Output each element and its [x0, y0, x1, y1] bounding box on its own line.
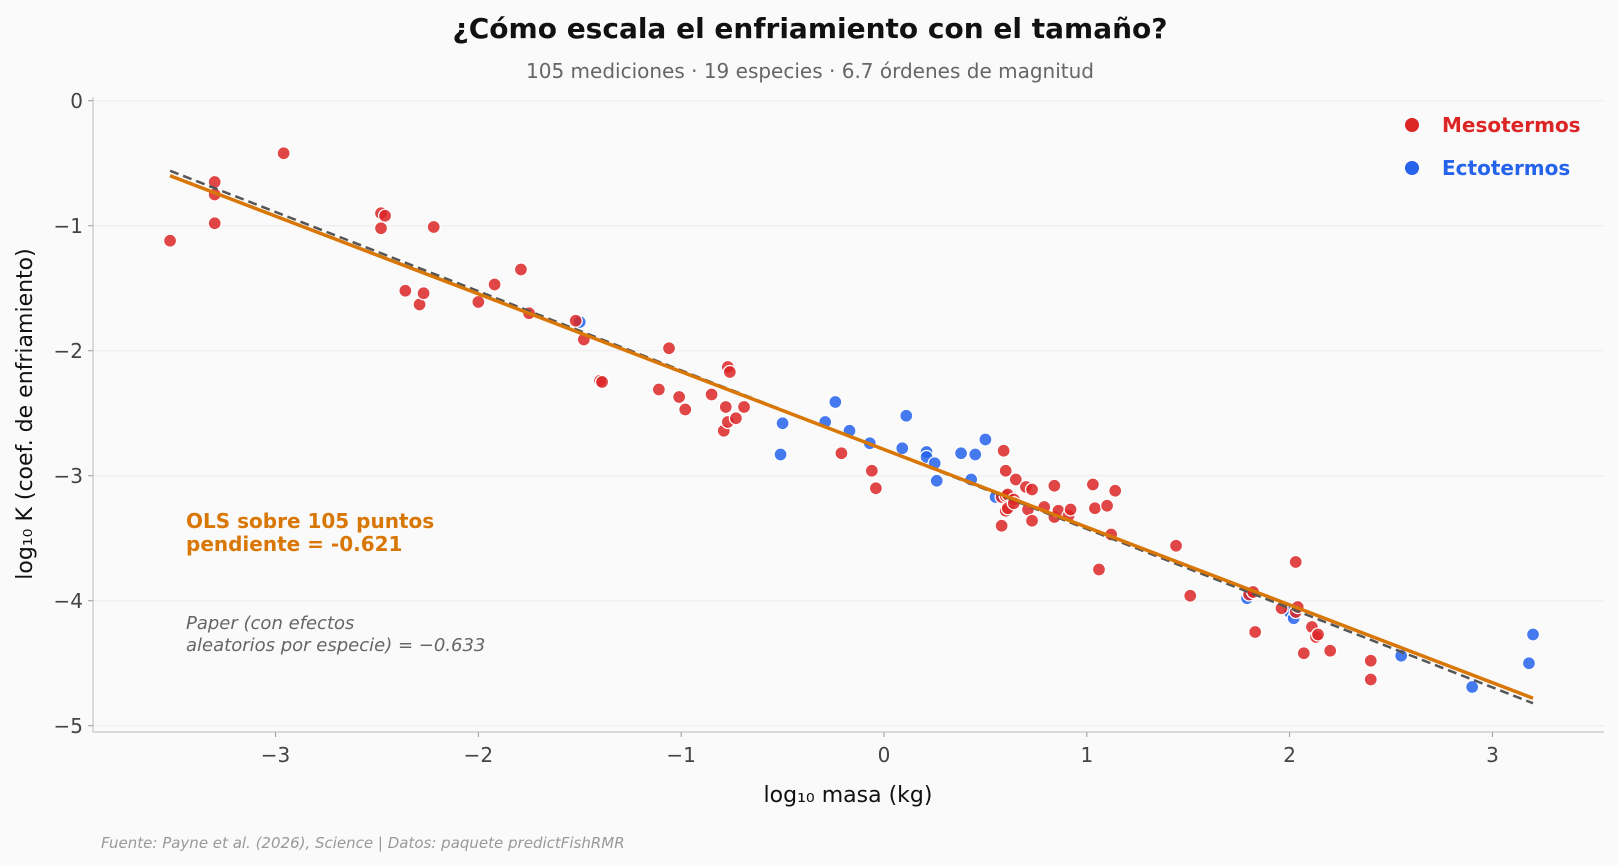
point-mesotermos — [1363, 653, 1378, 668]
point-mesotermos — [671, 389, 687, 405]
ols-annotation-line1: OLS sobre 105 puntos — [186, 509, 434, 533]
legend-meso-marker — [1405, 118, 1419, 132]
point-mesotermos — [1047, 478, 1062, 493]
point-mesotermos — [373, 221, 389, 236]
point-mesotermos — [1288, 554, 1303, 570]
paper-annotation-line1: Paper (con efectos — [186, 613, 354, 634]
point-mesotermos — [1310, 627, 1326, 642]
point-mesotermos — [426, 219, 441, 235]
point-mesotermos — [568, 313, 583, 328]
scatter-points — [162, 146, 1541, 695]
point-mesotermos — [678, 402, 693, 417]
point-mesotermos — [594, 374, 610, 390]
point-mesotermos — [718, 399, 733, 415]
ols-annotation-line2: pendiente = -0.621 — [186, 532, 402, 556]
x-tick-label: 0 — [878, 743, 891, 767]
point-ectotermos — [895, 441, 910, 456]
gridlines — [93, 100, 1604, 727]
point-mesotermos — [722, 364, 738, 380]
point-mesotermos — [1024, 482, 1040, 497]
point-mesotermos — [998, 463, 1013, 478]
y-tick-label: −2 — [54, 339, 83, 363]
y-tick-label: −4 — [54, 589, 83, 613]
x-tick-label: −1 — [666, 743, 695, 767]
point-ectotermos — [775, 416, 790, 431]
point-mesotermos — [1087, 501, 1103, 516]
point-ectotermos — [978, 432, 993, 447]
chart-subtitle: 105 mediciones · 19 especies · 6.7 órden… — [526, 59, 1094, 83]
legend-meso-label: Mesotermos — [1442, 113, 1581, 137]
point-ectotermos — [828, 394, 843, 410]
point-ectotermos — [1465, 679, 1480, 695]
point-mesotermos — [398, 283, 413, 298]
point-mesotermos — [728, 411, 744, 426]
point-mesotermos — [1099, 498, 1115, 513]
legend-ecto-marker — [1405, 161, 1419, 175]
point-mesotermos — [996, 443, 1011, 458]
point-mesotermos — [416, 286, 431, 301]
point-mesotermos — [1168, 538, 1184, 553]
fit-line-ols — [169, 174, 1534, 700]
point-mesotermos — [704, 387, 719, 402]
point-mesotermos — [1063, 502, 1078, 517]
point-mesotermos — [1091, 562, 1107, 577]
y-ticks: 0 −1 −2 −3 −4 −5 — [54, 89, 93, 738]
point-mesotermos — [1183, 588, 1198, 603]
y-tick-label: −3 — [54, 464, 83, 488]
point-mesotermos — [1363, 672, 1378, 687]
point-mesotermos — [736, 399, 752, 415]
point-mesotermos — [994, 518, 1009, 533]
y-tick-label: 0 — [70, 89, 83, 113]
point-mesotermos — [276, 146, 291, 161]
point-mesotermos — [162, 233, 178, 248]
point-ectotermos — [773, 447, 788, 462]
point-mesotermos — [1296, 646, 1311, 661]
point-mesotermos — [1323, 643, 1338, 658]
point-mesotermos — [1108, 483, 1123, 498]
fit-lines — [169, 169, 1534, 705]
x-tick-label: −2 — [464, 743, 493, 767]
point-ectotermos — [929, 473, 944, 488]
point-mesotermos — [207, 216, 222, 231]
x-tick-label: −3 — [261, 743, 290, 767]
x-tick-label: 3 — [1486, 743, 1499, 767]
source-note: Fuente: Payne et al. (2026), Science | D… — [101, 834, 625, 852]
x-ticks: −3 −2 −1 0 1 2 3 — [261, 732, 1499, 767]
point-ectotermos — [1521, 656, 1537, 671]
point-mesotermos — [834, 446, 849, 461]
point-mesotermos — [864, 463, 879, 478]
point-mesotermos — [1024, 513, 1040, 528]
legend-ecto-label: Ectotermos — [1442, 156, 1570, 180]
point-mesotermos — [1008, 472, 1023, 487]
point-mesotermos — [868, 481, 884, 496]
point-mesotermos — [651, 382, 667, 397]
point-mesotermos — [1085, 477, 1101, 492]
y-tick-label: −5 — [54, 714, 83, 738]
x-tick-label: 1 — [1080, 743, 1093, 767]
point-mesotermos — [513, 262, 529, 277]
point-ectotermos — [953, 446, 969, 461]
x-axis-label: log₁₀ masa (kg) — [764, 783, 933, 808]
paper-annotation-line2: aleatorios por especie) = −0.633 — [186, 635, 485, 656]
chart-title: ¿Cómo escala el enfriamiento con el tama… — [453, 12, 1168, 45]
point-mesotermos — [377, 208, 393, 223]
point-ectotermos — [1525, 627, 1541, 642]
point-mesotermos — [487, 277, 502, 292]
y-axis-label: log₁₀ K (coef. de enfriamiento) — [13, 248, 38, 579]
point-mesotermos — [661, 341, 677, 356]
point-ectotermos — [968, 447, 983, 462]
point-ectotermos — [899, 408, 914, 423]
x-tick-label: 2 — [1283, 743, 1296, 767]
y-tick-label: −1 — [54, 214, 83, 238]
point-mesotermos — [1248, 624, 1263, 640]
legend: Mesotermos Ectotermos — [1405, 113, 1581, 180]
